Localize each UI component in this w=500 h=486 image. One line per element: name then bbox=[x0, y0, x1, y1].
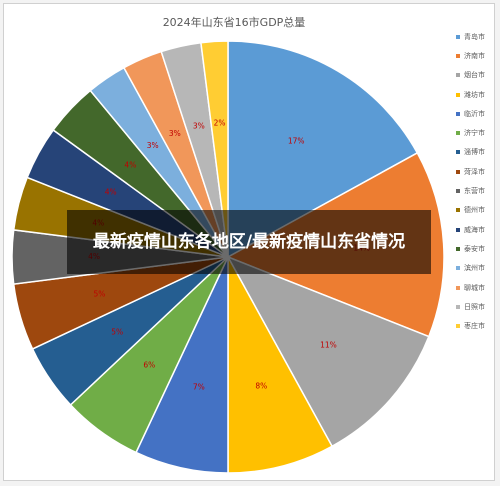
slice-data-label-7: 5% bbox=[111, 327, 123, 336]
legend-item-14: 聊城市 bbox=[456, 278, 500, 297]
slice-data-label-12: 4% bbox=[124, 160, 136, 169]
legend-item-10: 德州市 bbox=[456, 201, 500, 220]
legend-swatch bbox=[456, 92, 460, 97]
slice-data-label-15: 3% bbox=[193, 121, 205, 130]
slice-data-label-1: 17% bbox=[288, 137, 305, 146]
legend-label: 枣庄市 bbox=[464, 322, 485, 331]
legend-item-5: 临沂市 bbox=[456, 104, 500, 123]
legend-item-7: 淄博市 bbox=[456, 143, 500, 162]
legend-label: 聊城市 bbox=[464, 283, 485, 292]
banner-text: 最新疫情山东各地区/最新疫情山东省情况 bbox=[92, 232, 406, 252]
slice-data-label-3: 11% bbox=[320, 341, 337, 350]
legend-item-3: 烟台市 bbox=[456, 66, 500, 85]
legend-item-12: 泰安市 bbox=[456, 239, 500, 258]
legend-label: 烟台市 bbox=[464, 71, 485, 80]
legend-swatch bbox=[456, 304, 460, 309]
legend-item-9: 东营市 bbox=[456, 181, 500, 200]
legend: 青岛市济南市烟台市潍坊市临沂市济宁市淄博市菏泽市东营市德州市威海市泰安市滨州市聊… bbox=[456, 27, 500, 336]
slice-data-label-13: 3% bbox=[147, 141, 159, 150]
legend-item-2: 济南市 bbox=[456, 46, 500, 65]
legend-label: 潍坊市 bbox=[464, 90, 485, 99]
legend-label: 淄博市 bbox=[464, 148, 485, 157]
slice-data-label-14: 3% bbox=[169, 129, 181, 138]
legend-item-6: 济宁市 bbox=[456, 123, 500, 142]
legend-swatch bbox=[456, 189, 460, 194]
legend-label: 济宁市 bbox=[464, 129, 485, 138]
chart-title: 2024年山东省16市GDP总量 bbox=[162, 16, 306, 29]
slice-data-label-16: 2% bbox=[214, 118, 226, 127]
legend-swatch bbox=[456, 324, 460, 329]
legend-item-15: 日照市 bbox=[456, 297, 500, 316]
slice-data-label-5: 7% bbox=[193, 383, 205, 392]
legend-label: 滨州市 bbox=[464, 264, 485, 273]
pie-slice-16 bbox=[200, 40, 229, 258]
legend-label: 济南市 bbox=[464, 51, 485, 60]
slice-data-label-8: 5% bbox=[93, 289, 105, 298]
legend-label: 德州市 bbox=[464, 206, 485, 215]
legend-item-8: 菏泽市 bbox=[456, 162, 500, 181]
legend-swatch bbox=[456, 227, 460, 232]
overlay-banner: 最新疫情山东各地区/最新疫情山东省情况 bbox=[67, 210, 431, 274]
pie-slice-3 bbox=[226, 255, 430, 448]
legend-item-13: 滨州市 bbox=[456, 259, 500, 278]
legend-swatch bbox=[456, 53, 460, 58]
legend-swatch bbox=[456, 73, 460, 78]
slice-data-label-11: 4% bbox=[105, 187, 117, 196]
pie-slice-1 bbox=[227, 40, 419, 259]
legend-swatch bbox=[456, 246, 460, 251]
slice-data-label-6: 6% bbox=[143, 360, 155, 369]
legend-label: 威海市 bbox=[464, 225, 485, 234]
legend-label: 日照市 bbox=[464, 302, 485, 311]
legend-item-1: 青岛市 bbox=[456, 27, 500, 46]
legend-swatch bbox=[456, 150, 460, 155]
legend-label: 青岛市 bbox=[464, 32, 485, 41]
legend-item-16: 枣庄市 bbox=[456, 316, 500, 335]
slice-data-label-4: 8% bbox=[255, 382, 267, 391]
legend-swatch bbox=[456, 169, 460, 174]
legend-item-4: 潍坊市 bbox=[456, 85, 500, 104]
legend-label: 临沂市 bbox=[464, 109, 485, 118]
legend-swatch bbox=[456, 34, 460, 39]
pie-slice-4 bbox=[227, 256, 334, 474]
legend-swatch bbox=[456, 131, 460, 136]
legend-item-11: 威海市 bbox=[456, 220, 500, 239]
legend-swatch bbox=[456, 111, 460, 116]
legend-swatch bbox=[456, 266, 460, 271]
legend-label: 菏泽市 bbox=[464, 167, 485, 176]
legend-label: 东营市 bbox=[464, 187, 485, 196]
legend-label: 泰安市 bbox=[464, 244, 485, 253]
legend-swatch bbox=[456, 285, 460, 290]
legend-swatch bbox=[456, 208, 460, 213]
